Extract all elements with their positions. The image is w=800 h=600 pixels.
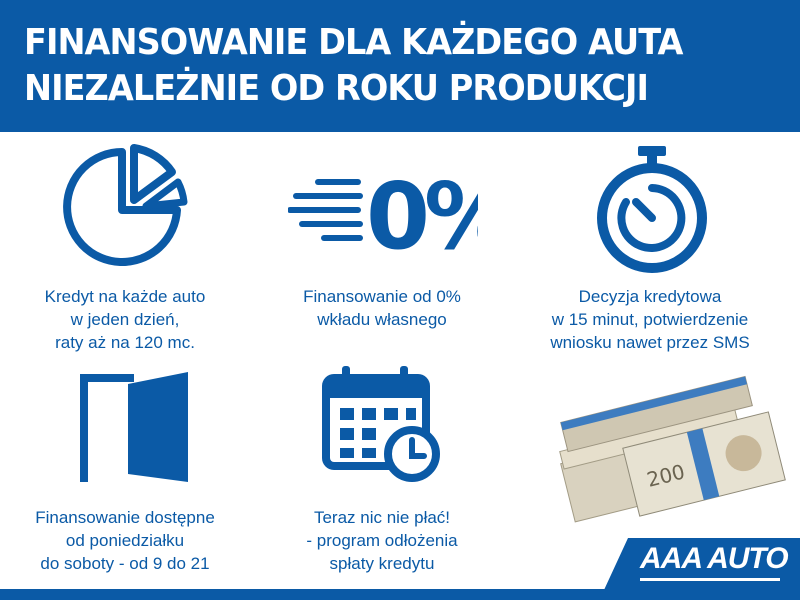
- caption-line: wkładu własnego: [317, 310, 447, 329]
- footer-bar: [0, 589, 800, 600]
- caption-line: wniosku nawet przez SMS: [550, 333, 750, 352]
- caption-line: Teraz nic nie płać!: [313, 508, 451, 527]
- caption-line: Finansowanie dostępne: [35, 508, 215, 527]
- calendar-clock-icon: [322, 366, 440, 482]
- header-banner: FINANSOWANIE DLA KAŻDEGO AUTA NIEZALEŻNI…: [0, 0, 800, 132]
- feature-caption-decision: Decyzja kredytowa w 15 minut, potwierdze…: [520, 285, 780, 354]
- logo-underline: [640, 578, 780, 581]
- logo-text: AAA AUTO: [640, 542, 789, 575]
- caption-line: raty aż na 120 mc.: [55, 333, 195, 352]
- aaa-auto-logo: AAA AUTO: [604, 538, 800, 590]
- banknotes-image: 200: [559, 375, 786, 523]
- caption-line: Decyzja kredytowa: [578, 287, 722, 306]
- zero-percent-text: 0%: [366, 163, 478, 260]
- caption-line: Kredyt na każde auto: [44, 287, 206, 306]
- caption-line: do soboty - od 9 do 21: [40, 554, 210, 573]
- open-door-icon: [80, 372, 188, 482]
- stopwatch-icon: [597, 146, 707, 273]
- caption-line: w jeden dzień,: [70, 310, 180, 329]
- pie-chart-icon: [63, 144, 188, 266]
- feature-caption-deferral: Teraz nic nie płać! - program odłożenia …: [252, 506, 512, 575]
- feature-caption-credit: Kredyt na każde auto w jeden dzień, raty…: [0, 285, 255, 354]
- feature-caption-zero-down: Finansowanie od 0% wkładu własnego: [252, 285, 512, 331]
- caption-line: od poniedziałku: [65, 531, 185, 550]
- caption-line: - program odłożenia: [306, 531, 458, 550]
- caption-line: w 15 minut, potwierdzenie: [551, 310, 749, 329]
- caption-line: Finansowanie od 0%: [303, 287, 461, 306]
- zero-percent-icon: 0%: [288, 163, 478, 260]
- headline-line-2: NIEZALEŻNIE OD ROKU PRODUKCJI: [24, 68, 649, 109]
- headline-line-1: FINANSOWANIE DLA KAŻDEGO AUTA: [24, 22, 683, 63]
- feature-caption-hours: Finansowanie dostępne od poniedziałku do…: [0, 506, 255, 575]
- caption-line: spłaty kredytu: [329, 554, 435, 573]
